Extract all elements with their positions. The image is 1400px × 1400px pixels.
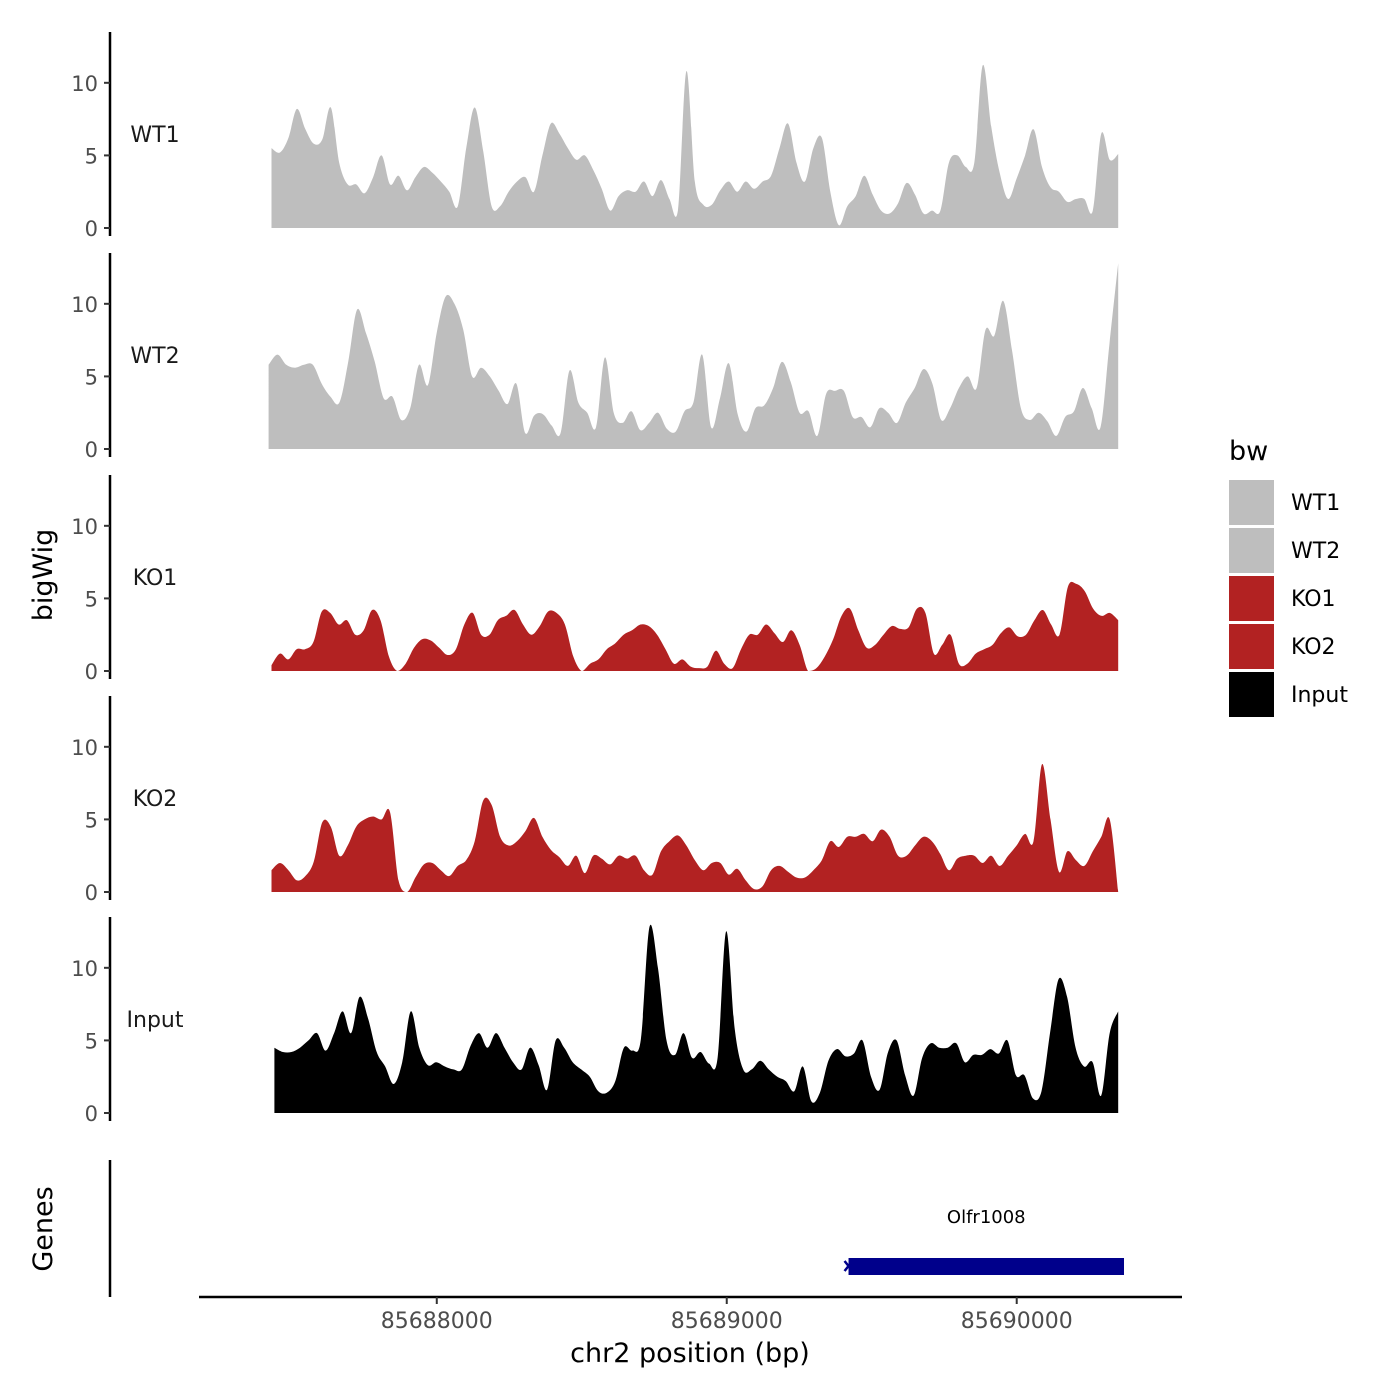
legend-entries: WT1 WT2 KO1 KO2 Input bbox=[1229, 480, 1348, 717]
gene-marks: Olfr1008 bbox=[843, 1207, 1125, 1275]
signal-area-wt1 bbox=[271, 64, 1119, 228]
gene-label: Olfr1008 bbox=[947, 1207, 1026, 1228]
y-tick-label: 10 bbox=[71, 957, 98, 981]
gene-bar bbox=[848, 1258, 1125, 1275]
x-tick-label: 85689000 bbox=[671, 1309, 783, 1334]
y-axis-title: bigWig bbox=[28, 529, 59, 622]
y-tick-label: 0 bbox=[85, 438, 98, 462]
track-panel-wt1: 0 5 10 WT1 bbox=[71, 32, 1119, 241]
track-panel-wt2: 0 5 10 WT2 bbox=[71, 253, 1119, 462]
genes-axis-title: Genes bbox=[28, 1186, 59, 1271]
legend-label: WT2 bbox=[1291, 539, 1340, 564]
legend-swatch-ko2 bbox=[1229, 624, 1274, 669]
legend-label: WT1 bbox=[1291, 491, 1340, 516]
signal-area-input bbox=[274, 924, 1119, 1113]
track-panel-input: 0 5 10 Input bbox=[71, 917, 1119, 1126]
legend-title: bw bbox=[1229, 436, 1268, 467]
track-panel-ko1: 0 5 10 KO1 bbox=[71, 475, 1119, 684]
track-panel-ko2: 0 5 10 KO2 bbox=[71, 696, 1119, 905]
track-label: Input bbox=[127, 1008, 184, 1033]
genes-panel: Olfr1008 bbox=[108, 1160, 1125, 1297]
y-tick-label: 5 bbox=[85, 1029, 98, 1053]
y-tick-label: 0 bbox=[85, 217, 98, 241]
y-tick-label: 10 bbox=[71, 515, 98, 539]
y-tick-label: 0 bbox=[85, 881, 98, 905]
signal-area-ko1 bbox=[271, 581, 1119, 671]
track-panels: 0 5 10 WT1 0 5 10 WT2 0 5 10 KO1 0 5 10 KO2 0 5 10 Input bbox=[71, 32, 1119, 1126]
track-label: KO2 bbox=[133, 787, 178, 812]
legend-swatch-wt2 bbox=[1229, 528, 1274, 573]
y-tick-label: 0 bbox=[85, 660, 98, 684]
y-tick-label: 10 bbox=[71, 72, 98, 96]
legend: bw WT1 WT2 KO1 KO2 Input bbox=[1229, 436, 1348, 717]
track-label: KO1 bbox=[133, 566, 178, 591]
legend-swatch-input bbox=[1229, 672, 1274, 717]
x-axis: 85688000 85689000 85690000 bbox=[199, 1295, 1182, 1334]
track-label: WT2 bbox=[130, 344, 179, 369]
y-tick-label: 5 bbox=[85, 808, 98, 832]
signal-area-wt2 bbox=[268, 263, 1119, 449]
legend-label: Input bbox=[1291, 683, 1348, 708]
legend-swatch-wt1 bbox=[1229, 480, 1274, 525]
x-axis-title: chr2 position (bp) bbox=[570, 1338, 810, 1369]
y-tick-label: 10 bbox=[71, 293, 98, 317]
y-tick-label: 5 bbox=[85, 587, 98, 611]
x-tick-label: 85690000 bbox=[961, 1309, 1073, 1334]
legend-swatch-ko1 bbox=[1229, 576, 1274, 621]
y-tick-label: 5 bbox=[85, 365, 98, 389]
y-tick-label: 0 bbox=[85, 1102, 98, 1126]
y-tick-label: 5 bbox=[85, 144, 98, 168]
legend-label: KO1 bbox=[1291, 587, 1336, 612]
track-label: WT1 bbox=[130, 123, 179, 148]
y-tick-label: 10 bbox=[71, 736, 98, 760]
legend-label: KO2 bbox=[1291, 635, 1336, 660]
gene-strand-mark bbox=[843, 1260, 854, 1272]
x-tick-label: 85688000 bbox=[381, 1309, 493, 1334]
signal-area-ko2 bbox=[271, 763, 1119, 892]
x-ticks: 85688000 85689000 85690000 bbox=[381, 1297, 1073, 1334]
